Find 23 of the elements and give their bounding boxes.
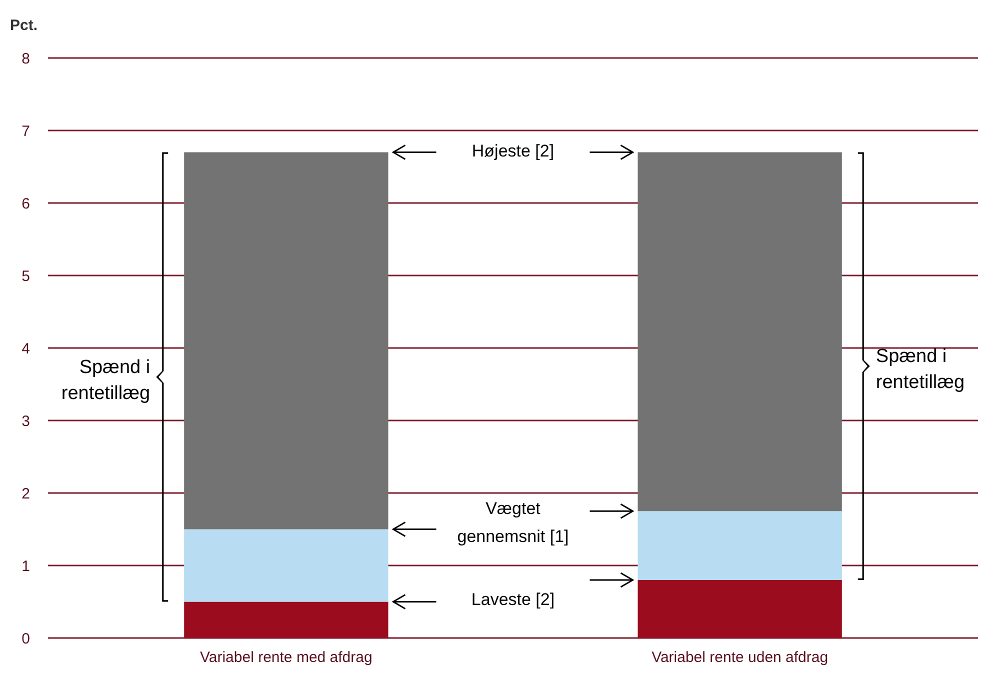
annotation: Spænd i rentetillæg: [876, 346, 965, 394]
bar: [184, 529, 388, 602]
annotation: Spænd i rentetillæg: [61, 357, 150, 404]
y-tick-label: 2: [22, 485, 30, 502]
y-tick-label: 3: [22, 412, 30, 430]
bar: [638, 511, 842, 580]
y-tick-label: 5: [22, 268, 30, 285]
annotation: Laveste [2]: [471, 590, 555, 610]
y-tick-label: 1: [22, 558, 30, 575]
x-tick-label: Variabel rente med afdrag: [200, 649, 372, 666]
bar: [184, 602, 388, 638]
y-tick-label: 6: [22, 195, 30, 212]
y-tick-label: 8: [22, 50, 30, 68]
bar: [638, 580, 842, 638]
bar: [638, 152, 842, 512]
annotation: Højeste [2]: [472, 142, 554, 161]
annotation: Vægtet gennemsnit [1]: [457, 500, 569, 547]
y-tick-label: 7: [22, 122, 30, 140]
y-tick-label: 0: [22, 630, 30, 648]
y-tick-label: 4: [22, 340, 30, 358]
bar: [184, 152, 388, 530]
x-tick-label: Variabel rente uden afdrag: [652, 649, 828, 666]
y-axis-title: Pct.: [10, 17, 38, 34]
